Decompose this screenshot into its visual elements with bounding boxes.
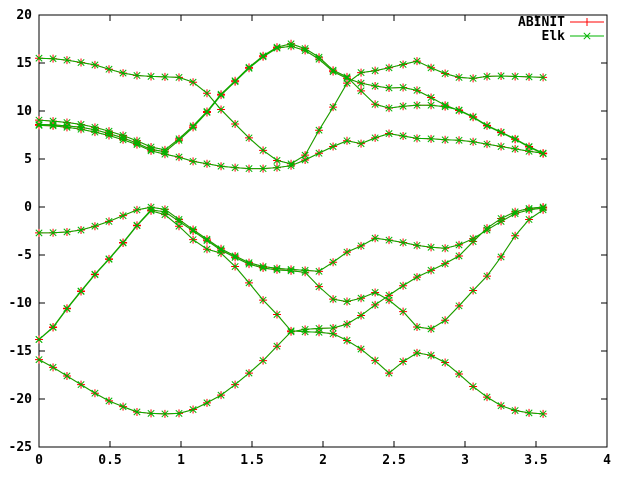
band-7-markers-elk <box>35 40 547 157</box>
y-tick-label: 5 <box>24 152 32 167</box>
y-tick-label: 10 <box>16 104 32 119</box>
y-tick-label: -20 <box>9 392 33 407</box>
y-tick-labels: -25 -20 -15 -10 -5 0 5 10 15 20 <box>9 8 33 455</box>
legend-marker-elk-icon <box>583 32 591 40</box>
x-tick-label: 0 <box>35 453 43 468</box>
x-tick-label: 1 <box>177 453 185 468</box>
legend-label-abinit: ABINIT <box>518 15 565 30</box>
x-tick-label: 4 <box>603 453 611 468</box>
x-tick-label: 3 <box>461 453 469 468</box>
x-tick-label: 2.5 <box>382 453 405 468</box>
band-8-markers-elk <box>35 54 547 168</box>
legend-marker-abinit-icon <box>583 18 591 26</box>
band-5-markers-elk <box>35 121 547 173</box>
series-elk <box>35 40 547 418</box>
x-tick-label: 2 <box>319 453 327 468</box>
y-tick-label: 15 <box>16 56 32 71</box>
y-tick-label: -10 <box>9 296 33 311</box>
x-tick-label: 0.5 <box>98 453 121 468</box>
band-3-markers-elk <box>35 206 547 344</box>
y-tick-label: -25 <box>9 440 32 455</box>
x-tick-label: 1.5 <box>240 453 263 468</box>
y-tick-label: -5 <box>16 248 32 263</box>
y-tick-label: 0 <box>24 200 32 215</box>
x-tick-labels: 0 0.5 1 1.5 2 2.5 3 3.5 4 <box>35 453 611 468</box>
y-tick-label: -15 <box>9 344 32 359</box>
band-4-markers-elk <box>35 203 547 275</box>
y-tick-label: 20 <box>16 8 32 23</box>
legend-label-elk: Elk <box>542 29 566 44</box>
band-1-markers-elk <box>35 203 547 418</box>
x-tick-label: 3.5 <box>524 453 547 468</box>
